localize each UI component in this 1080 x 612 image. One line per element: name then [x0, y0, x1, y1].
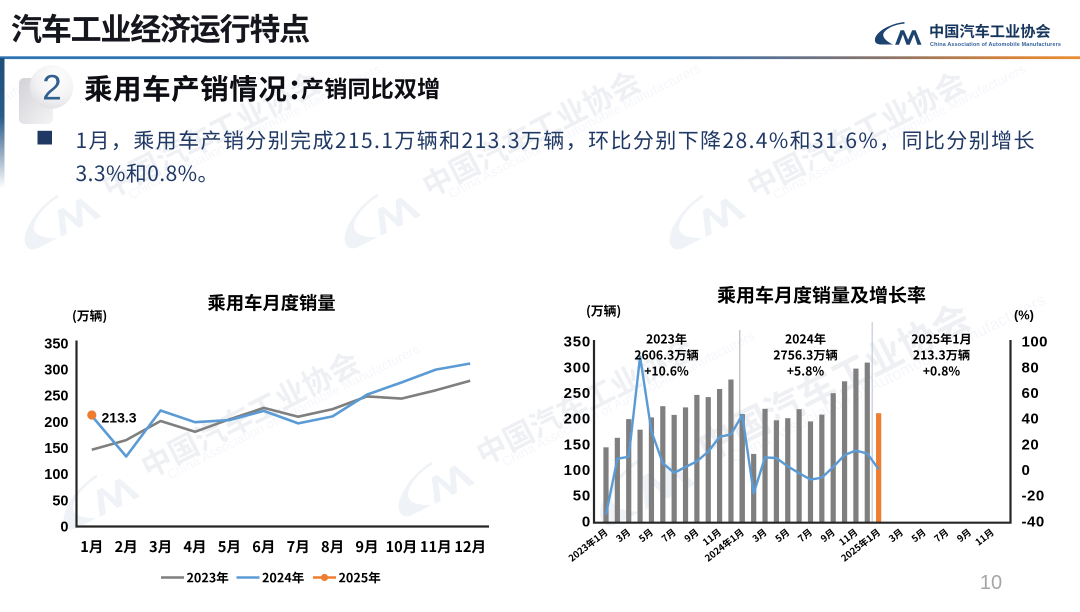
svg-text:100: 100: [564, 462, 591, 479]
svg-text:0: 0: [582, 513, 591, 530]
svg-text:10: 10: [980, 572, 1002, 594]
svg-text:150: 150: [564, 436, 591, 453]
svg-text:100: 100: [1022, 334, 1049, 351]
svg-text:80: 80: [1022, 359, 1040, 376]
svg-text:200: 200: [564, 411, 591, 428]
svg-text:350: 350: [44, 336, 68, 352]
svg-text:300: 300: [564, 359, 591, 376]
svg-text:100: 100: [44, 467, 68, 483]
svg-text:0: 0: [1022, 462, 1031, 479]
svg-text:-20: -20: [1022, 488, 1045, 505]
svg-text:200: 200: [44, 415, 68, 431]
svg-text:60: 60: [1022, 385, 1040, 402]
svg-text:250: 250: [564, 385, 591, 402]
svg-text:China Association of Automobil: China Association of Automobile Manufact…: [930, 42, 1061, 48]
svg-text:-40: -40: [1022, 513, 1045, 530]
svg-text:20: 20: [1022, 436, 1040, 453]
svg-text:250: 250: [44, 389, 68, 405]
svg-text:50: 50: [52, 493, 68, 509]
svg-text:(%): (%): [1014, 308, 1034, 323]
svg-text:300: 300: [44, 363, 68, 379]
svg-text:350: 350: [564, 334, 591, 351]
svg-text:213.3: 213.3: [102, 409, 137, 425]
svg-text:40: 40: [1022, 411, 1040, 428]
svg-text:150: 150: [44, 441, 68, 457]
svg-text:2: 2: [42, 69, 61, 108]
svg-text:50: 50: [573, 488, 591, 505]
svg-text:0: 0: [60, 520, 68, 536]
